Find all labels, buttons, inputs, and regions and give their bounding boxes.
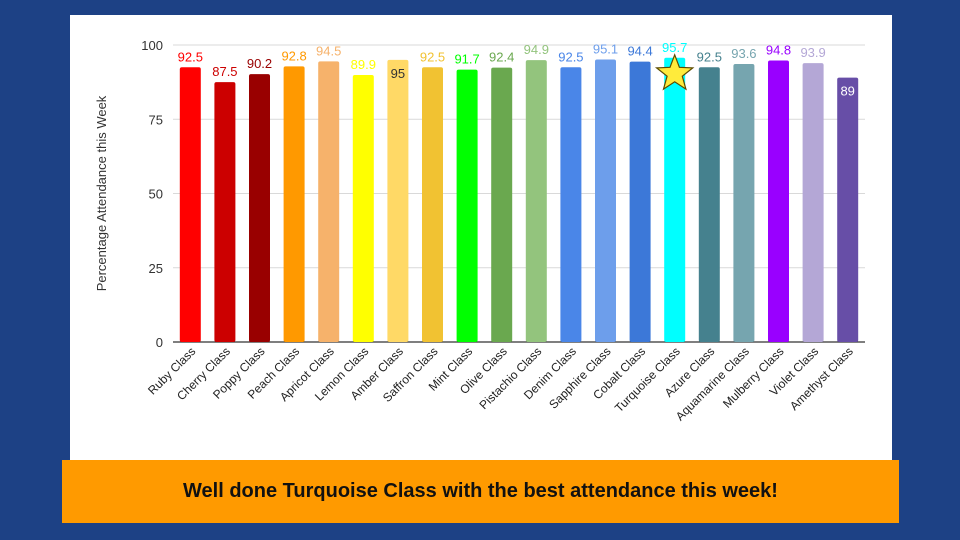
bar [802,63,824,342]
data-label: 92.5 [178,49,203,64]
bar [179,67,201,343]
data-label: 95.1 [593,42,618,57]
data-label: 93.9 [800,45,825,60]
data-label: 89 [840,84,854,99]
bar [352,74,374,342]
bar [283,66,305,342]
y-tick-label: 25 [149,261,163,276]
data-label: 93.6 [731,46,756,61]
bar [456,69,478,342]
bar [387,59,409,342]
bar [698,67,720,343]
bar [214,82,236,342]
banner-text: Well done Turquoise Class with the best … [183,480,778,502]
bar [595,59,616,342]
bar [525,60,547,342]
data-label: 92.8 [281,48,306,63]
data-label: 92.5 [558,49,583,64]
chart-card: 0 25 50 75 100 Percentage Attendance this Wee… [70,15,892,460]
bar [768,60,789,342]
data-label: 94.4 [627,44,652,59]
bar [560,67,582,343]
y-tick-label: 75 [149,112,163,127]
data-label: 94.8 [766,42,791,57]
category-label: Mulberry Class [720,344,786,410]
star-icon [654,53,695,91]
data-label: 87.5 [212,64,237,79]
bar [249,74,270,342]
data-label: 94.9 [524,42,549,57]
category-label: Amethyst Class [787,344,856,413]
data-label: 95.7 [662,40,687,55]
data-label: 89.9 [351,57,376,72]
bar [837,77,859,343]
bar [491,67,513,343]
data-label: 92.5 [420,49,445,64]
congrats-banner: Well done Turquoise Class with the best … [62,460,899,523]
bar [318,61,340,343]
y-tick-label: 0 [156,335,163,350]
data-label: 91.7 [454,52,479,67]
y-axis-label: Percentage Attendance this Week [94,95,109,291]
bar [422,67,443,343]
bar-chart: 0 25 50 75 100 Percentage Attendance this Wee… [94,38,865,423]
data-label: 95 [391,66,405,81]
data-label: 94.5 [316,43,341,58]
data-label: 92.4 [489,50,514,65]
y-tick-label: 100 [141,38,163,53]
bar [733,64,755,342]
data-label: 90.2 [247,56,272,71]
data-label: 92.5 [697,49,722,64]
y-tick-label: 50 [149,187,163,202]
bar [629,61,651,343]
bar [664,57,686,343]
